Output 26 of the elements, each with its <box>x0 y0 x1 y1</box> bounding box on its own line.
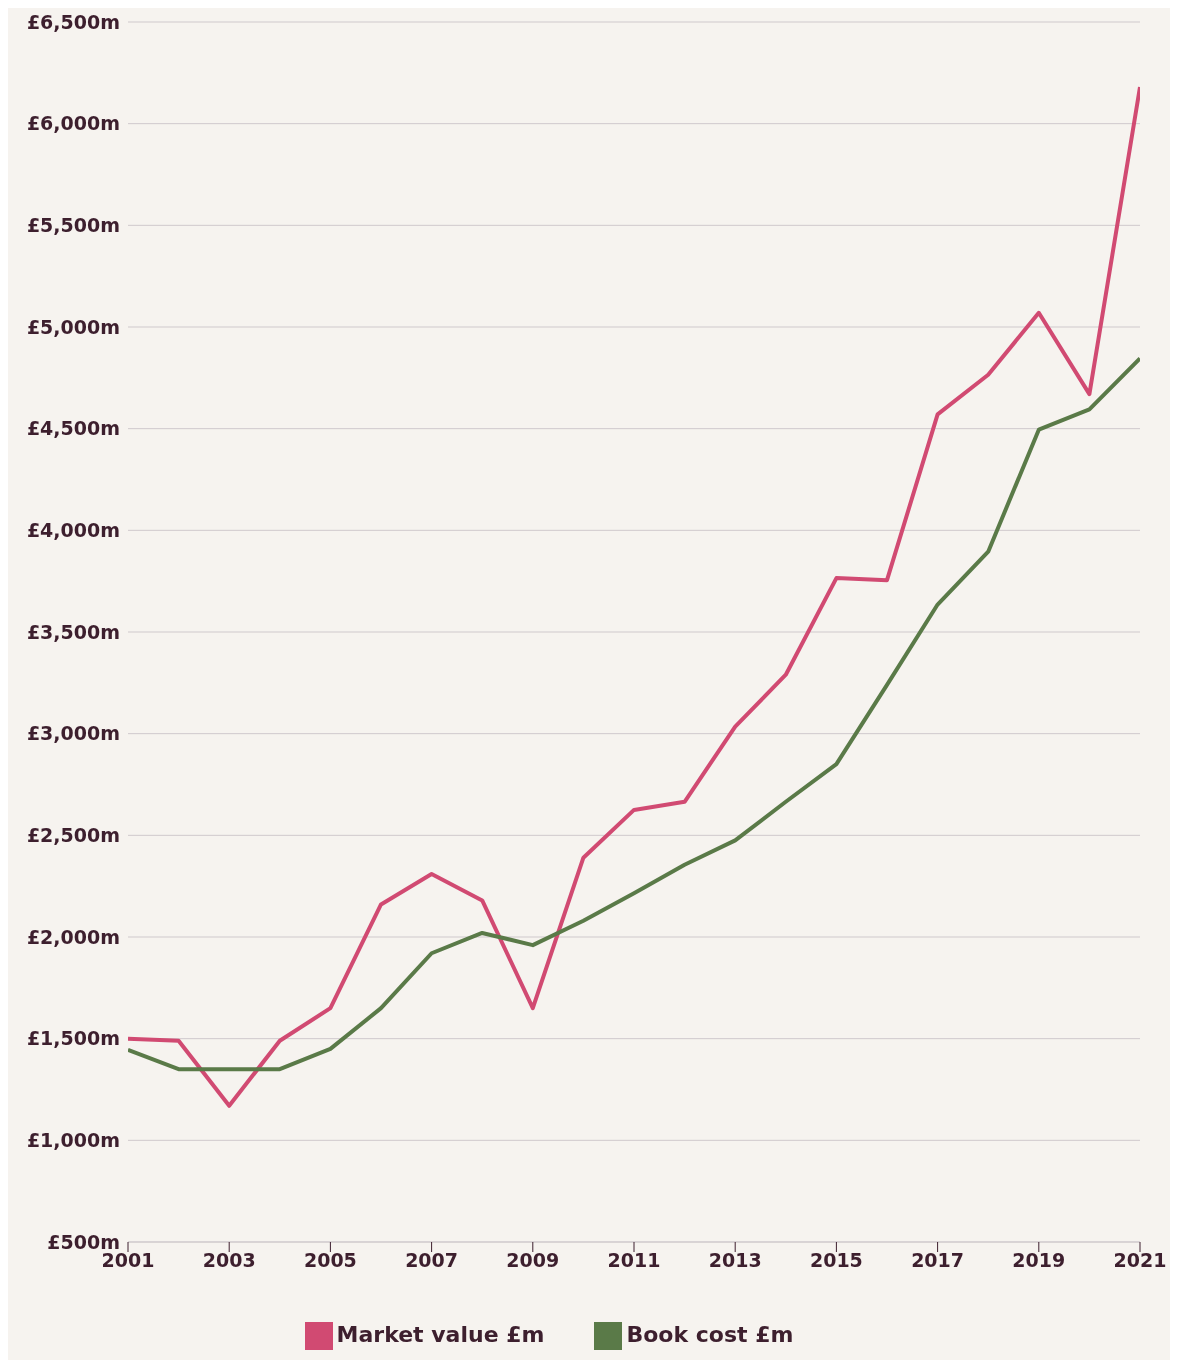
y-tick-label: £4,000m <box>26 519 120 542</box>
x-tick-label: 2019 <box>1012 1249 1066 1272</box>
y-tick-label: £6,000m <box>26 112 120 135</box>
y-tick-label: £3,000m <box>26 722 120 745</box>
x-tick-label: 2015 <box>809 1249 863 1272</box>
y-tick-label: £6,500m <box>26 10 120 33</box>
x-tick-label: 2021 <box>1113 1249 1167 1272</box>
y-tick-label: £1,500m <box>26 1027 120 1050</box>
x-tick-label: 2011 <box>607 1249 661 1272</box>
y-tick-label: £5,000m <box>26 315 120 338</box>
line-series <box>128 85 1140 1108</box>
legend-label: Market value £m <box>336 1322 545 1347</box>
y-tick-label: £2,500m <box>26 824 120 847</box>
x-tick-label: 2013 <box>708 1249 762 1272</box>
x-tick-label: 2007 <box>405 1249 459 1272</box>
x-tick-label: 2017 <box>911 1249 965 1272</box>
y-tick-label: £5,500m <box>26 214 120 237</box>
x-tick-label: 2005 <box>303 1249 357 1272</box>
legend-label: Book cost £m <box>626 1322 794 1347</box>
y-tick-label: £3,500m <box>26 620 120 643</box>
line-series <box>128 356 1140 1072</box>
x-tick-label: 2003 <box>202 1249 256 1272</box>
y-tick-label: £1,000m <box>26 1129 120 1152</box>
x-tick-label: 2009 <box>506 1249 560 1272</box>
y-tick-label: £2,000m <box>26 925 120 948</box>
y-tick-label: £4,500m <box>26 417 120 440</box>
